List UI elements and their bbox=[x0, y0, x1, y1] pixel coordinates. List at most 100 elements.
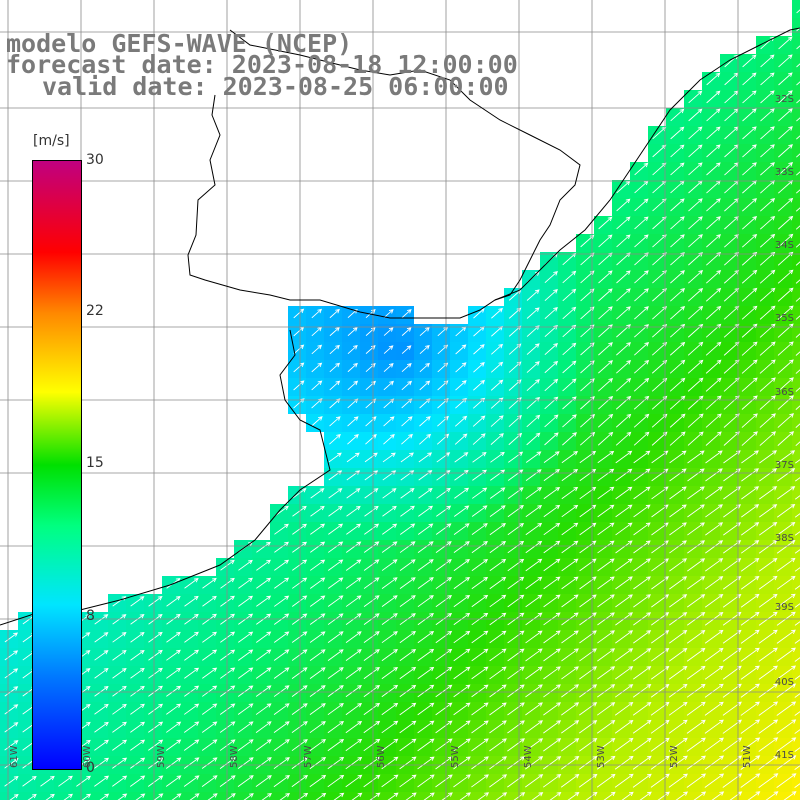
wind-arrow bbox=[562, 360, 577, 374]
wind-arrow bbox=[365, 327, 376, 336]
wind-arrow bbox=[633, 395, 650, 410]
wind-arrow bbox=[705, 413, 722, 428]
speed-cell bbox=[792, 540, 800, 558]
speed-cell bbox=[432, 792, 450, 800]
wind-arrow bbox=[363, 684, 381, 698]
wind-arrow bbox=[531, 792, 544, 800]
wind-arrow bbox=[417, 666, 435, 680]
wind-arrow bbox=[597, 450, 615, 464]
wind-arrow bbox=[327, 541, 344, 553]
wind-arrow bbox=[507, 756, 526, 770]
wind-arrow bbox=[507, 630, 525, 644]
wind-arrow bbox=[435, 720, 453, 734]
wind-arrow bbox=[562, 396, 577, 410]
wind-arrow bbox=[365, 362, 376, 373]
wind-arrow bbox=[651, 395, 668, 410]
wind-arrow bbox=[687, 305, 704, 320]
wind-arrow bbox=[741, 395, 758, 410]
wind-arrow bbox=[670, 162, 685, 176]
wind-arrow bbox=[777, 341, 794, 356]
wind-arrow bbox=[526, 379, 540, 391]
wind-arrow bbox=[309, 577, 326, 589]
wind-arrow bbox=[794, 729, 800, 734]
speed-cell bbox=[792, 162, 800, 180]
wind-arrow bbox=[201, 703, 218, 715]
wind-arrow bbox=[562, 288, 577, 302]
wind-arrow bbox=[670, 288, 686, 302]
wind-arrow bbox=[255, 667, 272, 679]
wind-arrow bbox=[614, 702, 634, 716]
wind-arrow bbox=[687, 486, 705, 500]
wind-arrow bbox=[201, 757, 218, 769]
wind-arrow bbox=[759, 233, 776, 248]
wind-arrow bbox=[742, 198, 758, 212]
wind-arrow bbox=[310, 541, 326, 553]
wind-arrow bbox=[561, 522, 579, 536]
wind-arrow bbox=[578, 720, 598, 734]
wind-arrow bbox=[687, 413, 704, 428]
wind-arrow bbox=[705, 269, 722, 284]
wind-arrow bbox=[598, 342, 613, 356]
speed-cell bbox=[270, 792, 288, 800]
wind-arrow bbox=[585, 791, 598, 800]
wind-arrow bbox=[615, 504, 633, 518]
wind-arrow bbox=[760, 144, 775, 158]
wind-arrow bbox=[148, 631, 163, 643]
wind-arrow bbox=[417, 541, 434, 553]
wind-arrow bbox=[544, 271, 558, 284]
wind-arrow bbox=[598, 378, 614, 392]
wind-arrow bbox=[760, 72, 775, 86]
wind-arrow bbox=[184, 649, 199, 661]
wind-arrow bbox=[130, 631, 145, 643]
wind-arrow bbox=[345, 738, 363, 752]
wind-arrow bbox=[130, 721, 146, 733]
wind-arrow bbox=[383, 363, 394, 373]
wind-arrow bbox=[615, 648, 634, 662]
wind-arrow bbox=[688, 162, 703, 176]
wind-arrow bbox=[778, 108, 793, 122]
wind-arrow bbox=[129, 775, 146, 787]
wind-arrow bbox=[615, 558, 633, 572]
wind-arrow bbox=[759, 395, 776, 410]
wind-arrow bbox=[615, 450, 633, 464]
wind-arrow bbox=[471, 630, 489, 644]
wind-arrow bbox=[419, 326, 430, 337]
wind-arrow bbox=[796, 99, 800, 104]
wind-arrow bbox=[795, 225, 800, 230]
wind-arrow bbox=[471, 505, 488, 517]
wind-arrow bbox=[273, 775, 290, 788]
wind-arrow bbox=[525, 684, 543, 698]
wind-arrow bbox=[794, 675, 800, 680]
wind-arrow bbox=[687, 431, 704, 446]
wind-arrow bbox=[256, 595, 272, 607]
lon-label: 59W bbox=[156, 745, 167, 768]
wind-arrow bbox=[329, 362, 341, 373]
wind-arrow bbox=[184, 577, 199, 589]
wind-arrow bbox=[219, 703, 236, 715]
wind-arrow bbox=[273, 685, 290, 697]
wind-arrow bbox=[579, 684, 598, 698]
wind-arrow bbox=[292, 505, 307, 517]
wind-arrow bbox=[687, 395, 704, 410]
speed-cell bbox=[702, 792, 720, 800]
wind-arrow bbox=[634, 342, 650, 356]
wind-arrow bbox=[148, 685, 163, 697]
wind-arrow bbox=[274, 595, 290, 607]
wind-arrow bbox=[795, 387, 800, 392]
speed-cell bbox=[594, 792, 612, 800]
title-model: modelo GEFS-WAVE (NCEP) bbox=[6, 29, 353, 58]
wind-arrow bbox=[777, 450, 796, 464]
wind-arrow bbox=[525, 487, 542, 500]
speed-cell bbox=[792, 360, 800, 378]
wind-arrow bbox=[796, 45, 800, 50]
speed-cell bbox=[504, 792, 522, 800]
wind-arrow bbox=[435, 684, 453, 698]
wind-arrow bbox=[542, 774, 562, 788]
wind-arrow bbox=[417, 595, 434, 608]
wind-arrow bbox=[381, 720, 399, 734]
wind-arrow bbox=[382, 523, 398, 535]
wind-arrow bbox=[615, 522, 633, 536]
wind-arrow bbox=[758, 683, 778, 698]
wind-arrow bbox=[795, 189, 800, 194]
wind-arrow bbox=[651, 359, 668, 374]
